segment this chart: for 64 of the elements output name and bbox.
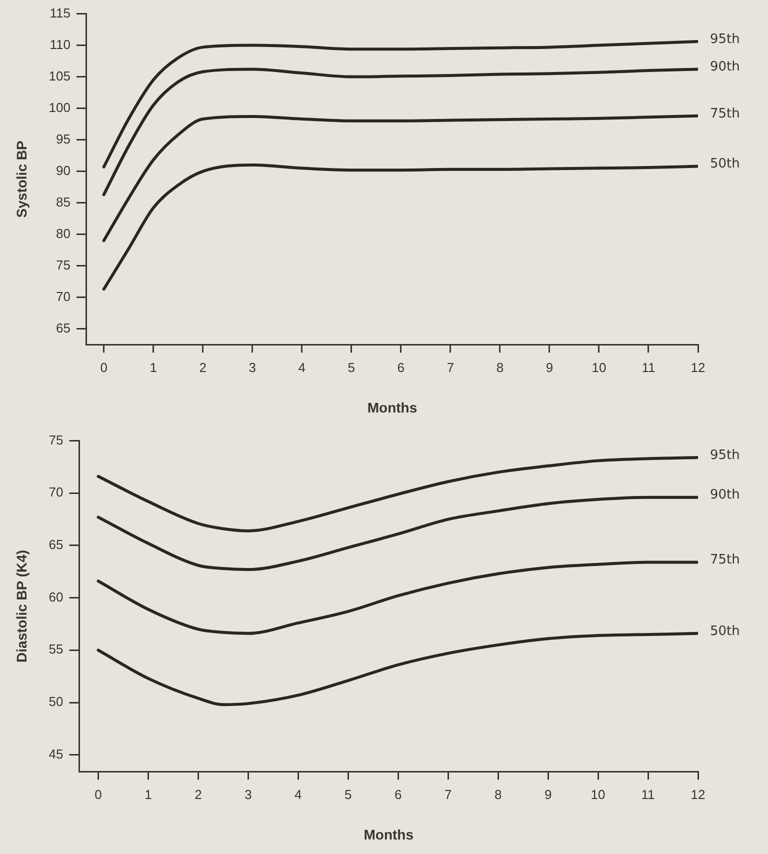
x-tick-label: 2 — [194, 786, 202, 802]
x-tick-label: 3 — [244, 786, 252, 802]
x-tick-label: 5 — [348, 360, 356, 375]
line-series — [96, 560, 698, 635]
x-tick-label: 10 — [592, 360, 606, 375]
y-tick-label: 55 — [48, 642, 64, 657]
x-tick-label: 10 — [590, 786, 606, 802]
series-label: 95th — [710, 32, 740, 47]
x-tick-label: 3 — [248, 360, 256, 375]
y-axis-title: Systolic BP — [13, 140, 30, 218]
y-axis-title: Diastolic BP (K4) — [13, 550, 30, 662]
x-axis-title: Months — [367, 399, 418, 416]
line-series — [102, 40, 698, 168]
series-label: 95th — [710, 448, 740, 463]
y-tick-label: 70 — [48, 484, 64, 500]
y-tick-label: 75 — [48, 432, 64, 448]
x-tick-label: 6 — [397, 360, 405, 375]
line-series — [102, 68, 698, 196]
x-axis-title: Months — [364, 826, 414, 842]
y-tick-label: 60 — [48, 589, 64, 604]
x-tick-label: 2 — [199, 360, 206, 375]
y-tick-label: 90 — [56, 162, 70, 178]
x-tick-label: 11 — [641, 786, 655, 802]
y-tick-label: 70 — [56, 288, 70, 304]
line-series — [96, 496, 698, 572]
x-tick-label: 9 — [546, 360, 554, 375]
y-tick-label: 65 — [56, 320, 70, 336]
x-tick-label: 1 — [144, 786, 152, 802]
y-tick-label: 105 — [48, 68, 70, 84]
line-series — [102, 114, 698, 242]
x-tick-label: 1 — [150, 360, 157, 375]
y-tick-label: 115 — [50, 5, 70, 20]
x-tick-label: 6 — [394, 786, 402, 802]
y-tick-label: 75 — [56, 257, 70, 272]
x-tick-label: 12 — [690, 360, 706, 375]
x-tick-label: 11 — [642, 360, 656, 375]
line-series — [96, 632, 698, 706]
line-series — [96, 456, 698, 532]
y-tick-label: 110 — [50, 36, 70, 52]
y-tick-label: 85 — [56, 194, 70, 210]
y-tick-label: 45 — [48, 746, 64, 762]
x-tick-label: 4 — [294, 786, 302, 802]
series-label: 50th — [710, 156, 740, 172]
x-tick-label: 8 — [496, 360, 504, 375]
series-label: 50th — [710, 624, 740, 639]
y-tick-label: 100 — [48, 100, 70, 115]
line-series — [102, 164, 698, 291]
series-label: 75th — [710, 552, 740, 568]
x-tick-label: 9 — [544, 786, 552, 802]
series-label: 90th — [710, 488, 740, 503]
x-tick-label: 12 — [690, 786, 706, 802]
x-tick-label: 0 — [100, 360, 108, 375]
x-tick-label: 8 — [494, 786, 502, 802]
series-label: 90th — [710, 60, 740, 75]
y-tick-label: 80 — [56, 226, 70, 241]
x-tick-label: 4 — [298, 360, 306, 375]
x-tick-label: 7 — [446, 360, 454, 375]
y-tick-label: 65 — [48, 537, 64, 552]
y-tick-label: 95 — [56, 131, 70, 146]
x-tick-label: 7 — [444, 786, 452, 802]
series-label: 75th — [710, 106, 740, 122]
y-tick-label: 50 — [48, 694, 64, 710]
x-tick-label: 5 — [344, 786, 352, 802]
x-tick-label: 0 — [94, 786, 102, 802]
